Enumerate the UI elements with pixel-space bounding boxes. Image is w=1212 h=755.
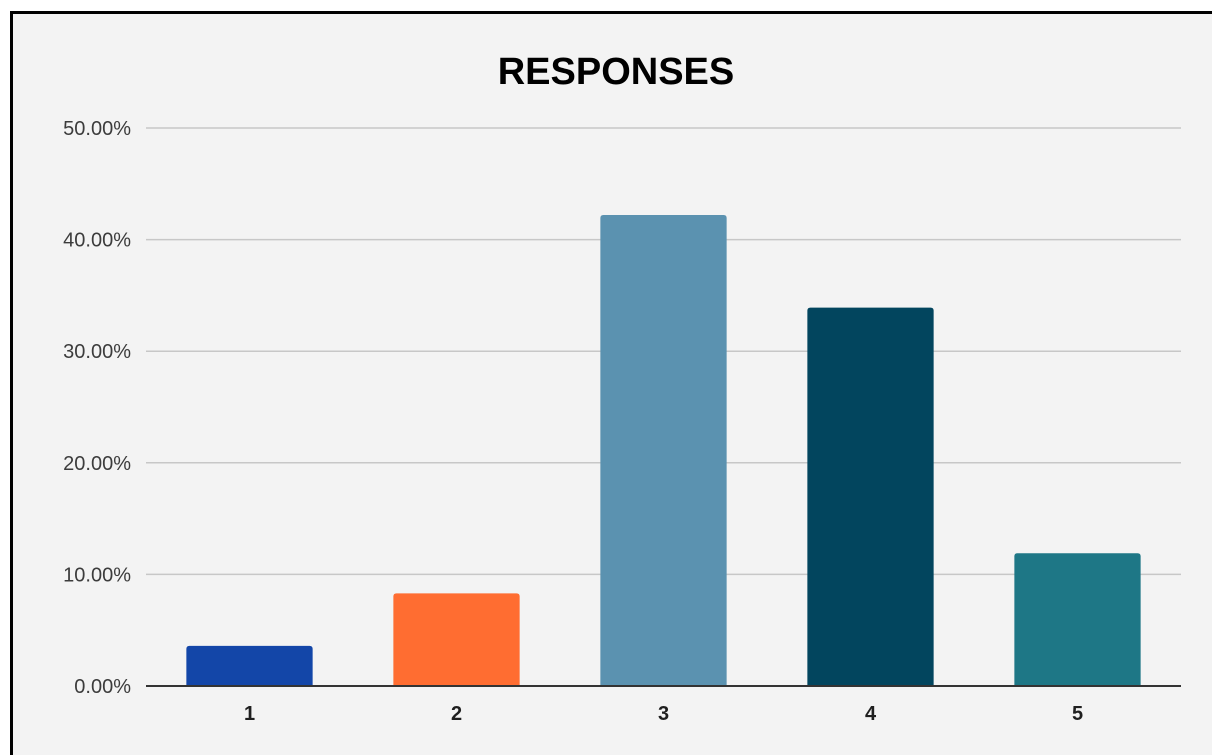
y-tick-label: 0.00% (74, 676, 131, 698)
x-tick-label: 5 (1072, 703, 1083, 725)
y-tick-label: 30.00% (63, 341, 131, 363)
bar-3 (600, 215, 727, 686)
y-tick-label: 50.00% (63, 118, 131, 140)
y-axis-ticks: 0.00% 10.00% 20.00% 30.00% 40.00% 50.00% (63, 118, 131, 698)
x-tick-label: 3 (658, 703, 669, 725)
bar-2 (393, 593, 520, 686)
x-tick-label: 4 (865, 703, 877, 725)
y-tick-label: 40.00% (63, 230, 131, 252)
y-tick-label: 20.00% (63, 453, 131, 475)
bar-5 (1014, 553, 1141, 686)
bars (186, 215, 1141, 686)
bar-1 (186, 645, 313, 686)
y-tick-label: 10.00% (63, 564, 131, 586)
x-axis-ticks: 1 2 3 4 5 (244, 703, 1083, 725)
chart-title: RESPONSES (498, 51, 735, 93)
bar-4 (807, 307, 934, 686)
x-tick-label: 1 (244, 703, 255, 725)
x-tick-label: 2 (451, 703, 462, 725)
